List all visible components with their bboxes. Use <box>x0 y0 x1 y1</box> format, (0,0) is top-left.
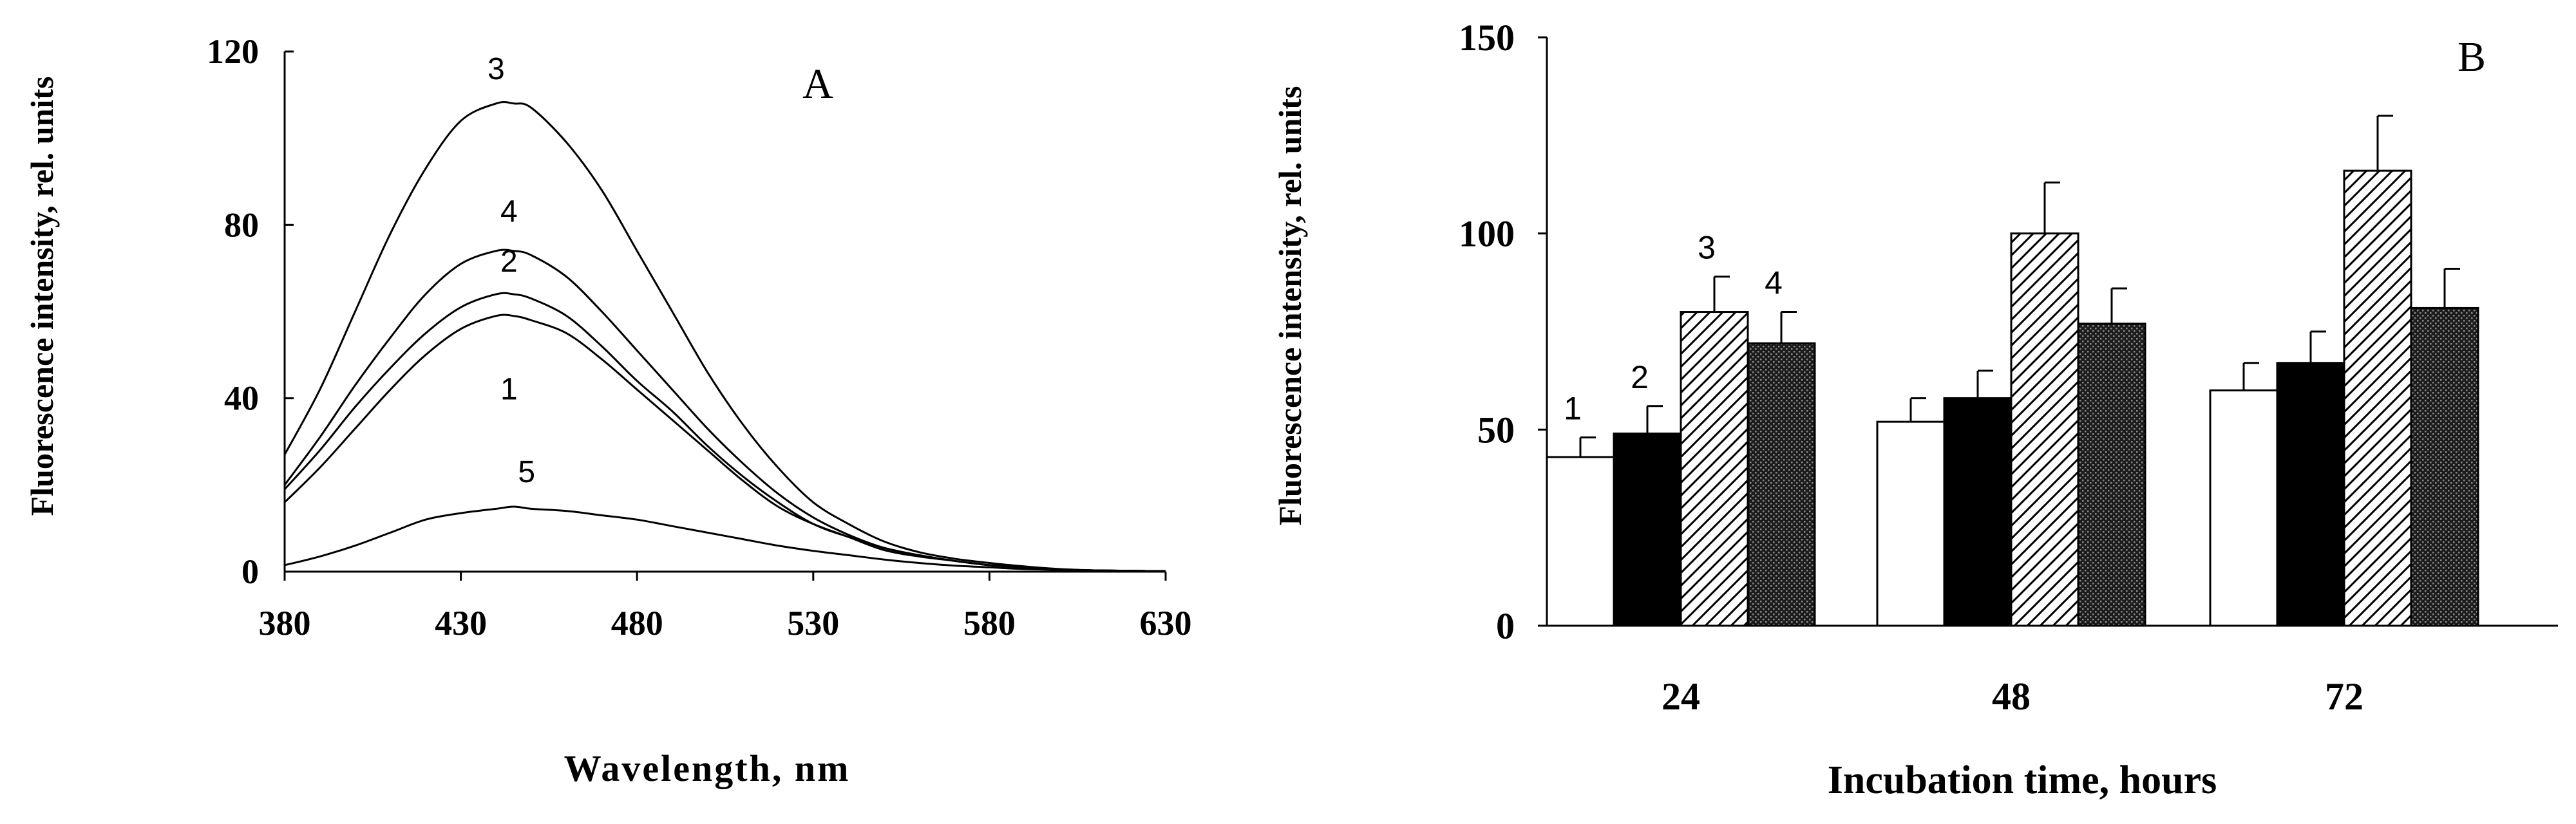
panel-b: 0 50 100 150 24 48 72 1 2 3 4 B Incubation time, … <box>1272 17 2558 802</box>
panel-b-series-label-1: 1 <box>1564 391 1582 427</box>
panel-b-x-tick-label: 24 <box>1662 675 1700 718</box>
panel-b-bar <box>1943 397 2012 627</box>
panel-a-x-tick-label: 380 <box>259 604 311 642</box>
panel-a-y-tick-label: 40 <box>224 379 259 418</box>
panel-b-x-tick-label: 48 <box>1992 675 2031 718</box>
panel-b-bars <box>1546 169 2479 627</box>
panel-a-x-tick-label: 580 <box>963 604 1016 642</box>
panel-b-y-tick-label: 100 <box>1459 213 1515 255</box>
panel-a-label: A <box>802 61 833 108</box>
panel-a-series-line-2 <box>283 292 1166 572</box>
panel-b-bar <box>1613 432 1682 627</box>
panel-a-series-label-4: 4 <box>500 195 518 229</box>
panel-b-bar <box>1747 342 1816 627</box>
panel-b-y-tick-label: 50 <box>1477 409 1515 451</box>
panel-b-bar <box>2343 169 2412 627</box>
panel-b-y-tick-label: 150 <box>1459 17 1515 59</box>
panel-a-series-line-5 <box>284 505 1166 572</box>
panel-b-series-label-4: 4 <box>1765 265 1783 301</box>
panel-a-axes <box>283 50 1167 581</box>
panel-a-series-label-2: 2 <box>500 245 518 279</box>
panel-b-series-label-2: 2 <box>1631 359 1649 395</box>
panel-a-x-axis-label: Wavelength, nm <box>564 747 851 789</box>
panel-a-series-label-5: 5 <box>518 455 535 489</box>
panel-b-x-tick-label: 72 <box>2325 675 2363 718</box>
panel-a-y-tick-label: 0 <box>242 552 259 591</box>
panel-a-x-tick-label: 530 <box>787 604 839 642</box>
panel-b-error-bars <box>1579 115 2460 457</box>
panel-b-series-label-3: 3 <box>1698 230 1716 266</box>
panel-a-series-line-3 <box>283 101 1166 572</box>
panel-b-bar <box>2276 362 2345 627</box>
panel-b-y-axis-label: Fluorescence intensity, rel. units <box>1272 86 1308 526</box>
panel-a-series-label-1: 1 <box>500 373 518 407</box>
panel-b-y-tick-label: 0 <box>1496 605 1515 647</box>
panel-b-bar <box>1546 456 1615 627</box>
panel-a-tick-labels: 380 430 480 530 580 630 0 40 80 120 <box>207 32 1192 642</box>
panel-b-bar <box>1876 420 1946 627</box>
panel-a-y-tick-label: 80 <box>224 205 259 244</box>
panel-a-series-lines <box>283 101 1166 572</box>
panel-b-bar <box>2010 232 2079 627</box>
panel-a-x-tick-label: 430 <box>435 604 487 642</box>
panel-b-series-labels: 1 2 3 4 <box>1564 230 1783 427</box>
panel-b-bar <box>2209 389 2278 627</box>
panel-b-x-axis-label: Incubation time, hours <box>1828 758 2217 802</box>
panel-a-series-line-1 <box>283 314 1166 572</box>
panel-a-x-tick-label: 630 <box>1140 604 1192 642</box>
panel-a-series-label-3: 3 <box>488 52 505 86</box>
panel-a-series-line-4 <box>283 248 1166 572</box>
panel-a: 380 430 480 530 580 630 0 40 80 120 1 2 3 4 5 A Wavel… <box>24 32 1192 789</box>
panel-b-label: B <box>2458 33 2486 80</box>
panel-a-y-tick-label: 120 <box>207 32 259 71</box>
panel-a-series-labels: 1 2 3 4 5 <box>488 52 535 489</box>
panel-b-bar <box>2077 323 2146 627</box>
panel-b-bar <box>1680 311 1749 627</box>
panel-a-x-tick-label: 480 <box>611 604 663 642</box>
panel-b-bar <box>2410 306 2479 627</box>
panel-a-y-axis-label: Fluorescence intensity, rel. units <box>24 77 60 516</box>
